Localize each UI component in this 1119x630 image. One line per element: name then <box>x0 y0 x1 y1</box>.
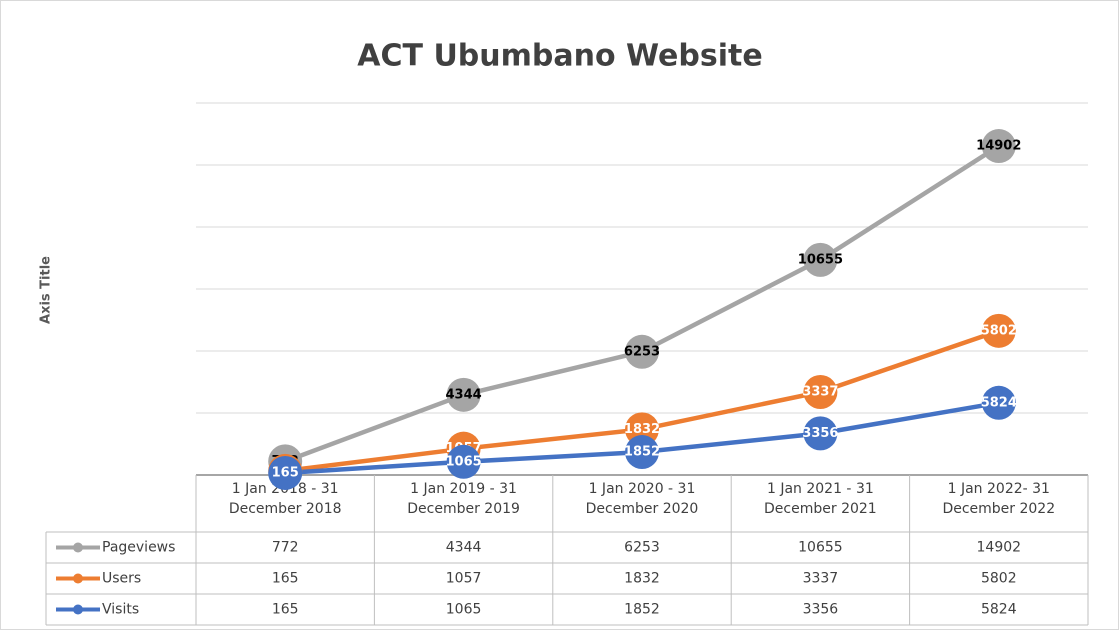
legend-marker <box>73 542 83 553</box>
category-text: 1 Jan 2020 - 31 December 2020 <box>585 481 699 517</box>
y-axis-title: Axis Title <box>39 256 54 324</box>
marker <box>803 242 838 277</box>
table-value: 1065 <box>446 602 482 618</box>
category-text: 1 Jan 2021 - 31 December 2021 <box>764 481 877 517</box>
category-text: 1 Jan 2022- 31 December 2022 <box>942 481 1056 517</box>
table-value: 3337 <box>803 571 839 587</box>
chart-title: ACT Ubumbano Website <box>357 39 762 74</box>
x-tick-label: 1 Jan 2020 - 31 December 2020 <box>585 481 699 517</box>
x-tick-label: 1 Jan 2021 - 31 December 2021 <box>764 481 877 517</box>
table-value: 165 <box>272 571 299 587</box>
legend-marker <box>73 573 83 584</box>
marker <box>625 334 659 369</box>
marker <box>268 455 303 490</box>
table-value: 165 <box>272 602 299 618</box>
data-label: 14902 <box>976 139 1021 154</box>
data-label: 3356 <box>802 426 838 441</box>
table-value: 5824 <box>981 602 1017 618</box>
table-value: 6253 <box>624 540 660 556</box>
marker <box>446 377 481 412</box>
legend-marker <box>73 604 83 615</box>
table-value: 10655 <box>798 540 843 556</box>
table-value: 5802 <box>981 571 1017 587</box>
table-value: 3356 <box>803 602 839 618</box>
data-label: 6253 <box>624 344 660 359</box>
table-value: 4344 <box>446 540 482 556</box>
category-text: 1 Jan 2019 - 31 December 2019 <box>407 481 520 517</box>
marker <box>625 435 659 470</box>
table-value: 1057 <box>446 571 482 587</box>
table-value: 772 <box>272 540 299 556</box>
table-value: 1852 <box>624 602 660 618</box>
data-label: 5802 <box>981 323 1017 338</box>
x-tick-label: 1 Jan 2022- 31 December 2022 <box>942 481 1056 517</box>
data-label: 4344 <box>446 387 482 402</box>
x-tick-label: 1 Jan 2019 - 31 December 2019 <box>407 481 520 517</box>
table-value: 1832 <box>624 571 660 587</box>
data-label: 1065 <box>446 454 482 469</box>
data-label: 165 <box>272 465 299 480</box>
legend-label: Pageviews <box>102 540 175 556</box>
legend-label: Users <box>102 571 141 587</box>
marker <box>981 385 1016 420</box>
data-label: 1832 <box>624 422 660 437</box>
data-label: 1852 <box>624 445 660 460</box>
data-label: 3337 <box>802 385 838 400</box>
data-label: 10655 <box>798 252 843 267</box>
table-value: 14902 <box>977 540 1022 556</box>
marker <box>981 313 1016 348</box>
data-label: 5824 <box>981 395 1017 410</box>
marker <box>981 129 1016 164</box>
marker <box>803 375 838 410</box>
marker <box>446 444 481 479</box>
legend-label: Visits <box>102 602 139 618</box>
marker <box>803 416 838 451</box>
